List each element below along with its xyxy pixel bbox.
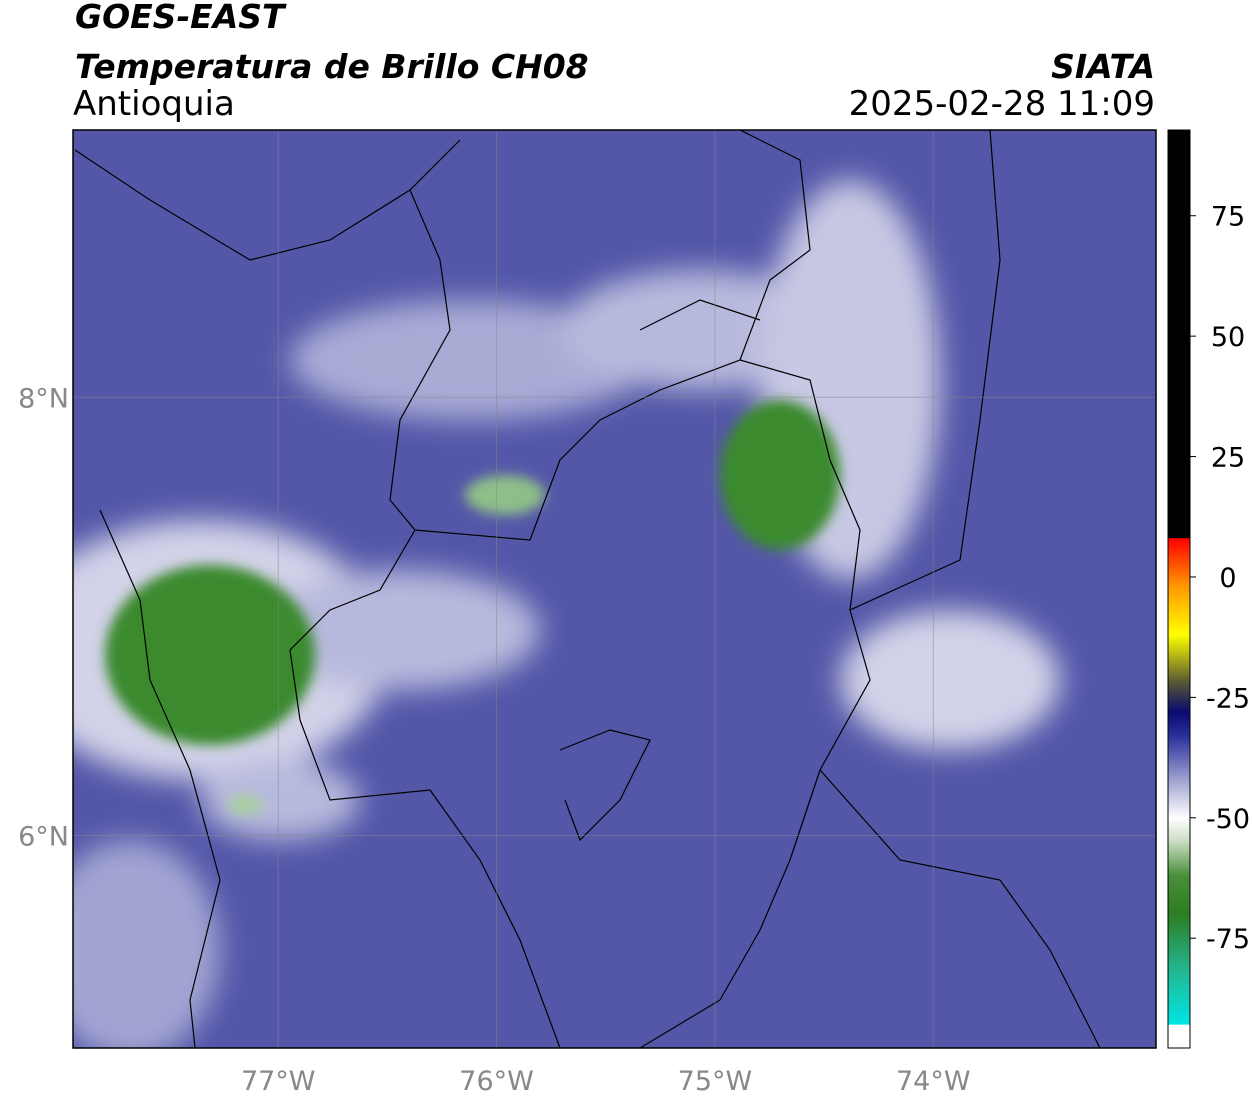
colorbar-tick-label: -50 xyxy=(1206,804,1250,835)
agency: SIATA xyxy=(1051,47,1155,86)
lat-tick-label: 8°N xyxy=(18,383,69,414)
lon-tick-label: 75°W xyxy=(678,1066,753,1097)
satellite: GOES-EAST xyxy=(75,0,287,36)
lat-tick-label: 6°N xyxy=(18,821,69,852)
colorbar-tick-label: -75 xyxy=(1206,924,1250,955)
lon-tick-label: 74°W xyxy=(896,1066,971,1097)
colorbar-tick-label: 25 xyxy=(1211,443,1245,474)
colorbar-tick-label: 0 xyxy=(1219,563,1236,594)
lon-tick-label: 77°W xyxy=(241,1066,316,1097)
colorbar-tick-label: 75 xyxy=(1211,202,1245,233)
colorbar-tick-label: -25 xyxy=(1206,683,1250,714)
product: Temperatura de Brillo CH08 xyxy=(75,47,589,86)
colorbar-tick-label: 50 xyxy=(1211,322,1245,353)
map-image xyxy=(73,130,1156,1048)
map-frame xyxy=(72,129,1157,1049)
region: Antioquia xyxy=(73,84,235,124)
lon-tick-label: 76°W xyxy=(459,1066,534,1097)
datetime: 2025-02-28 11:09 xyxy=(849,84,1155,124)
colorbar xyxy=(1167,129,1191,1049)
